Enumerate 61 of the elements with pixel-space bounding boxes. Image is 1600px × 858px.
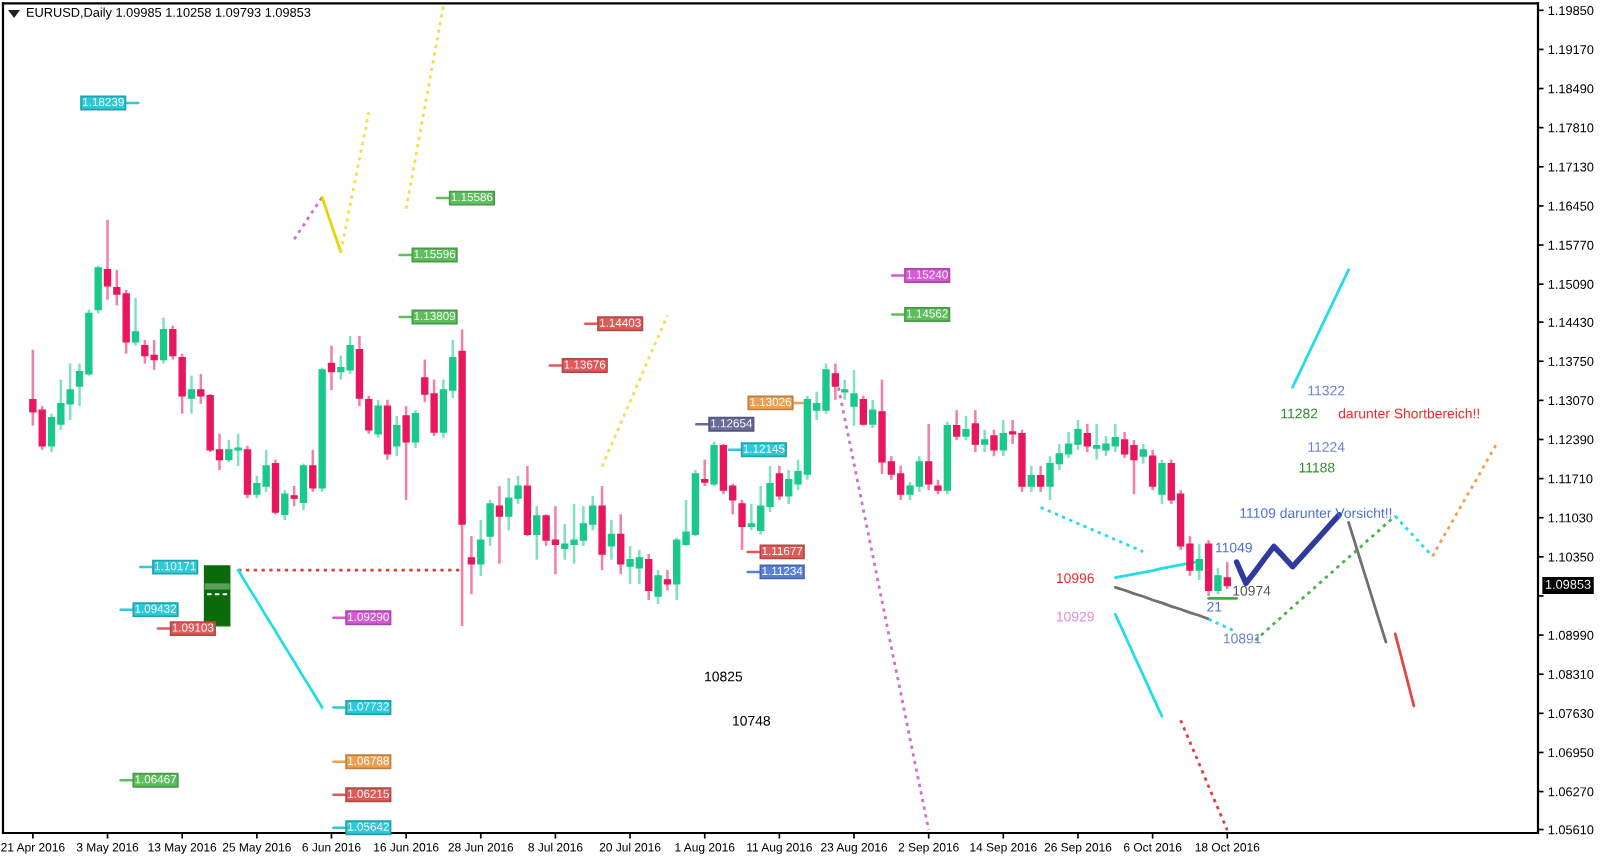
candlestick <box>1204 538 1213 598</box>
candlestick <box>477 518 485 578</box>
candlestick <box>402 404 410 502</box>
candlestick <box>374 398 382 440</box>
line-series <box>1113 612 1164 718</box>
candlestick <box>495 484 504 565</box>
candlestick <box>103 218 112 301</box>
candlestick <box>131 296 140 347</box>
candlestick <box>383 398 392 461</box>
candlestick <box>598 484 606 572</box>
candlestick <box>281 488 289 522</box>
candlestick <box>990 428 998 458</box>
candlestick <box>841 378 849 402</box>
candlestick <box>617 513 625 576</box>
candlestick <box>896 464 905 502</box>
candlestick <box>710 440 718 488</box>
candlestick <box>1036 464 1045 494</box>
candlestick <box>159 316 168 365</box>
candlestick <box>1148 448 1157 492</box>
candlestick <box>1195 542 1203 582</box>
candlestick <box>411 408 420 450</box>
candlestick <box>467 534 476 596</box>
candlestick <box>859 394 868 427</box>
candlestick <box>831 362 840 402</box>
candlestick <box>645 552 653 602</box>
candlestick <box>654 568 662 606</box>
candlestick <box>309 448 317 494</box>
candlestick <box>299 462 308 512</box>
candlestick <box>924 422 933 492</box>
candlestick <box>999 418 1007 458</box>
candlestick <box>94 264 102 315</box>
candlestick <box>243 444 252 500</box>
candlestick <box>365 394 373 435</box>
candlestick <box>850 368 858 427</box>
candlestick <box>980 428 989 454</box>
candlestick <box>775 464 784 502</box>
candlestick <box>1139 442 1147 465</box>
candlestick <box>533 504 541 561</box>
candlestick <box>738 498 746 552</box>
candlestick <box>169 324 177 361</box>
candlestick <box>178 352 186 415</box>
candlestick <box>747 502 756 532</box>
candlestick <box>1083 422 1091 454</box>
candlestick <box>701 458 709 488</box>
candlestick <box>1158 458 1166 506</box>
candlestick <box>1223 560 1231 591</box>
candlestick <box>952 408 961 442</box>
candlestick <box>1214 566 1222 596</box>
candlestick <box>327 344 336 392</box>
candlestick <box>607 518 616 561</box>
line-series <box>1431 440 1500 558</box>
candlestick <box>486 498 494 548</box>
candlestick <box>393 414 401 458</box>
candlestick <box>719 442 728 496</box>
candlestick <box>1027 464 1035 494</box>
candlestick <box>187 374 196 415</box>
candlestick <box>290 484 298 508</box>
candlestick <box>663 568 672 592</box>
candlestick <box>971 408 980 454</box>
candlestick <box>868 398 877 430</box>
candlestick <box>962 414 970 442</box>
